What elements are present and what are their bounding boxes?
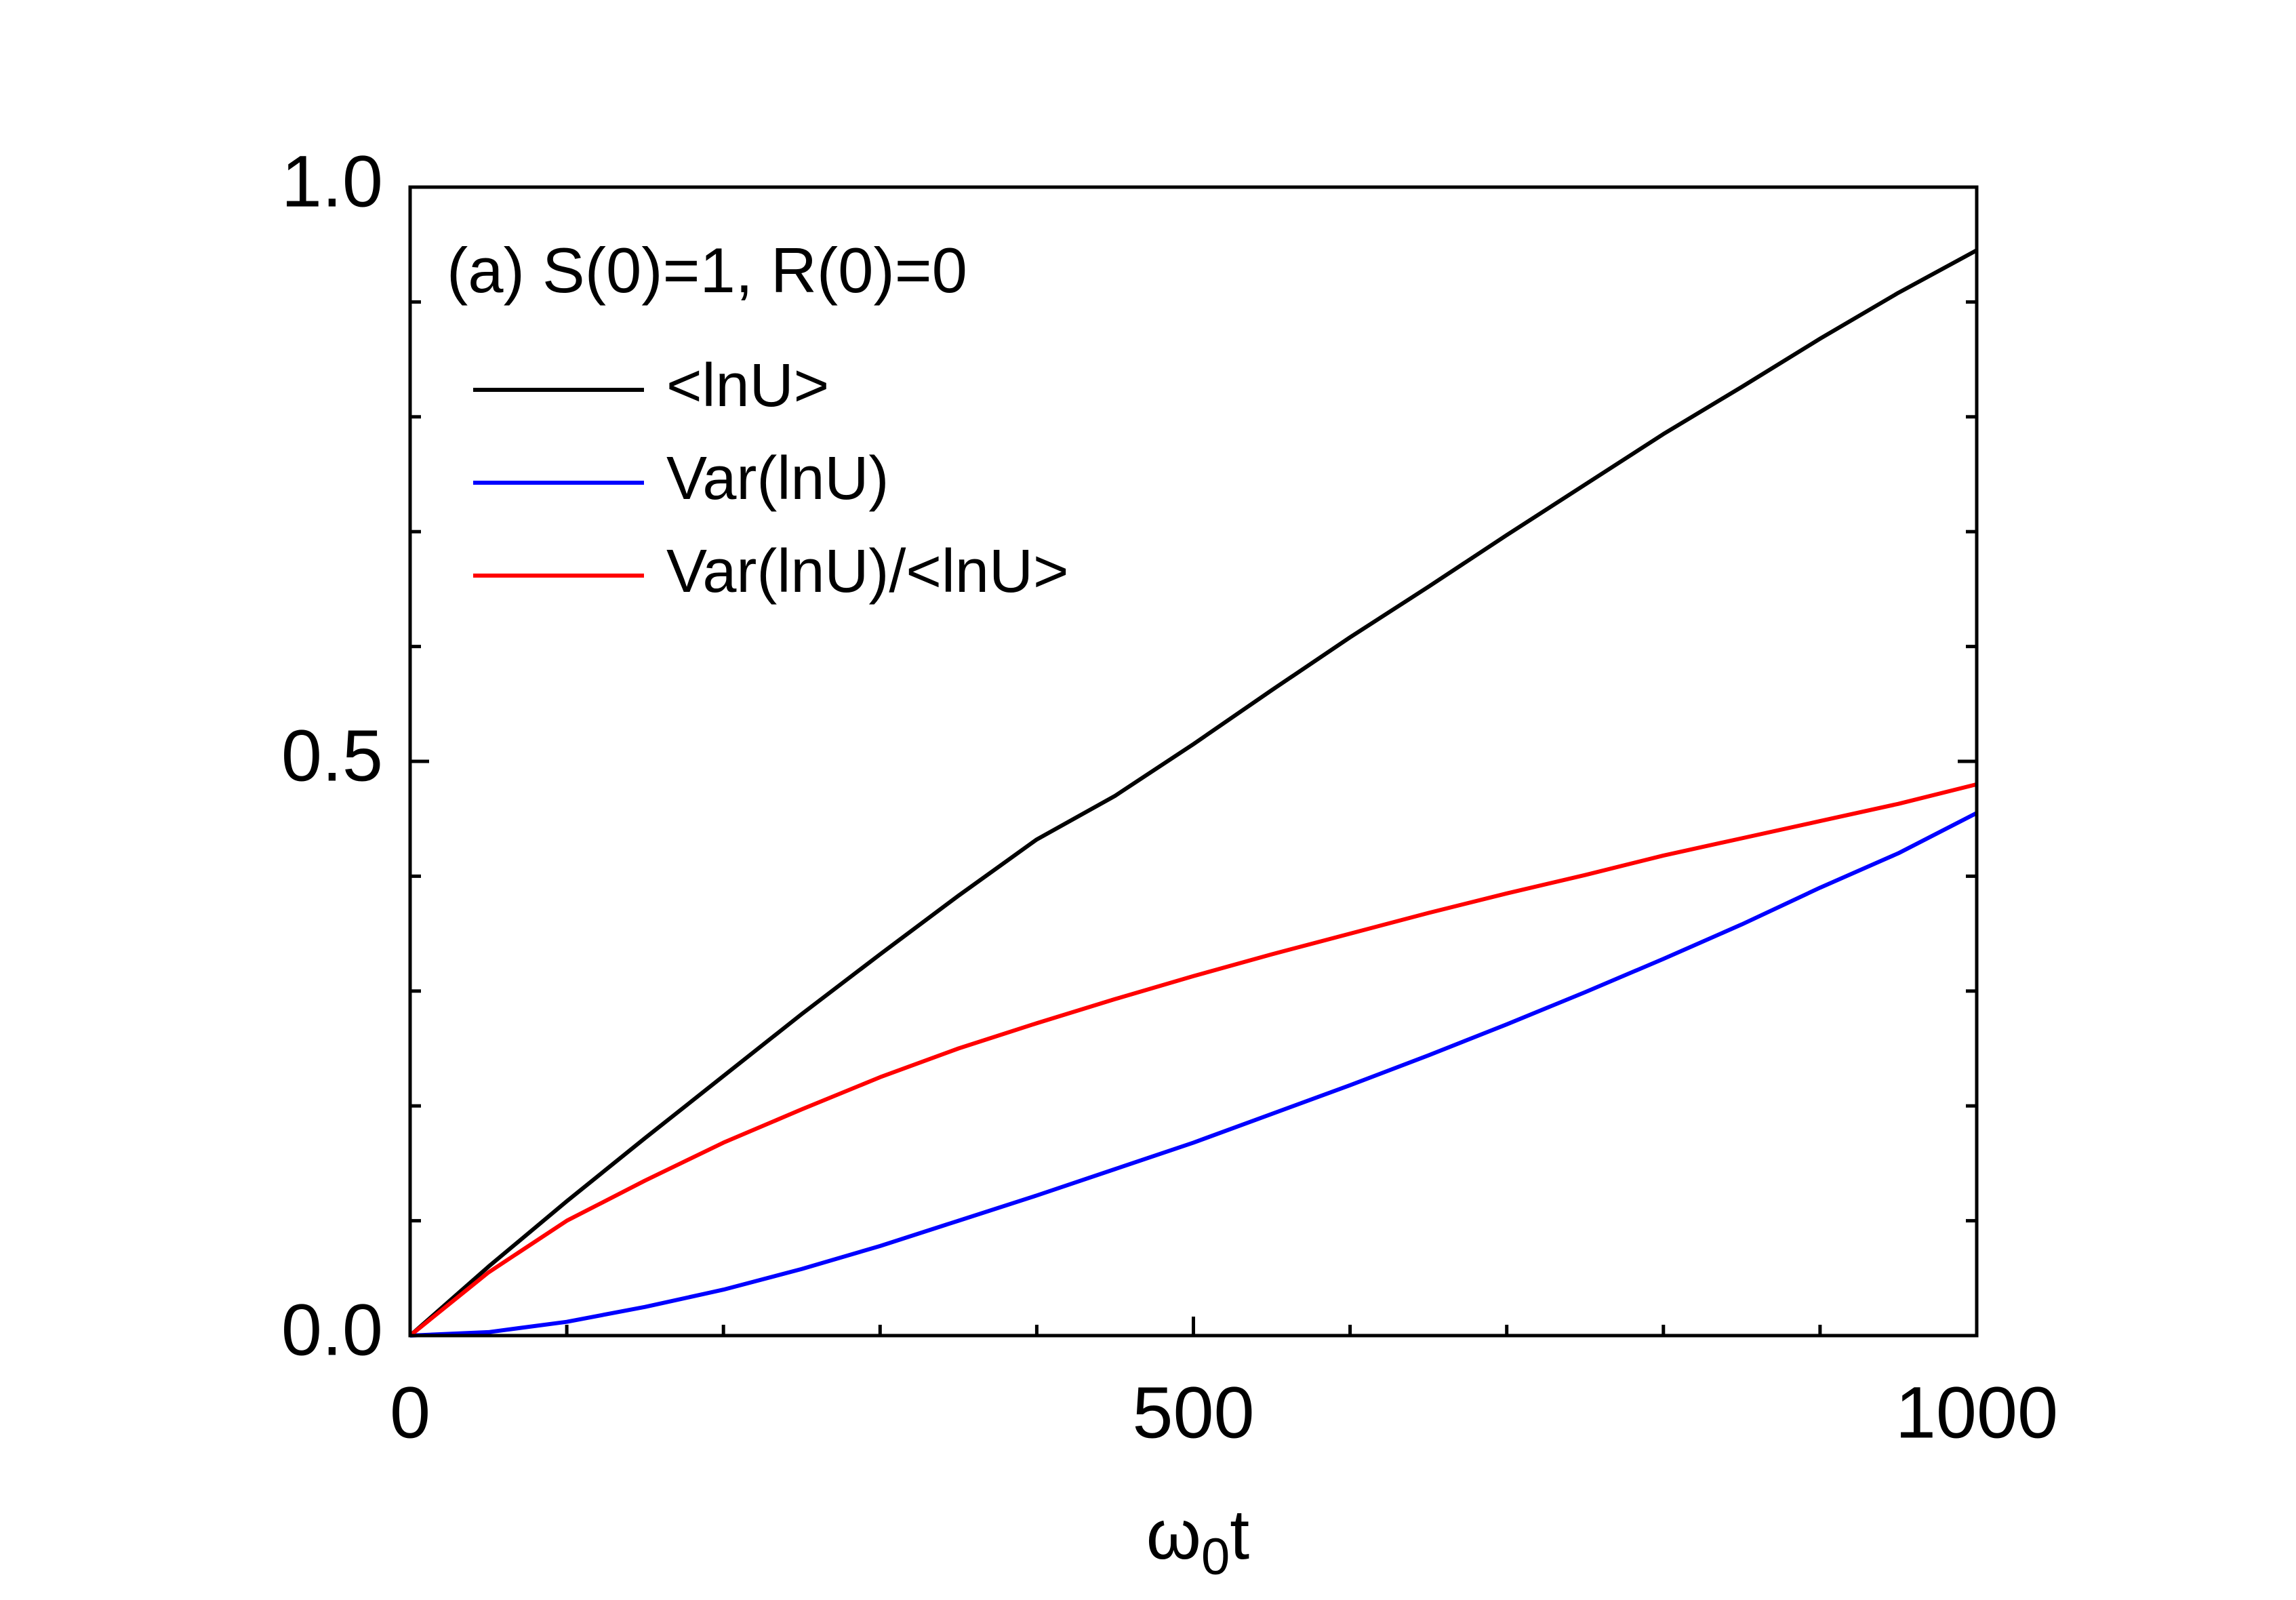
x-label-part: ω [1146, 1496, 1201, 1574]
x-tick-label: 0 [390, 1372, 430, 1454]
data-line [409, 248, 1978, 1338]
y-tick-label: 0.5 [281, 715, 383, 797]
annotation: (a) S(0)=1, R(0)=0 [447, 235, 967, 306]
y-tick-label: 0.0 [281, 1289, 383, 1371]
x-label-sub: 0 [1201, 1528, 1230, 1586]
legend-label: Var(lnU) [666, 445, 889, 513]
data-line [409, 811, 1978, 1338]
y-tick-label: 1.0 [281, 140, 383, 222]
x-tick-label: 1000 [1895, 1372, 2058, 1454]
x-tick-label: 500 [1132, 1372, 1254, 1454]
x-axis-label: ω0t [1146, 1496, 1249, 1586]
x-label-part: t [1230, 1496, 1249, 1574]
legend-label: Var(lnU)/<lnU> [666, 538, 1069, 605]
legend-label: <lnU> [666, 352, 829, 420]
plot-frame [408, 185, 1979, 1338]
data-line [409, 782, 1977, 1338]
